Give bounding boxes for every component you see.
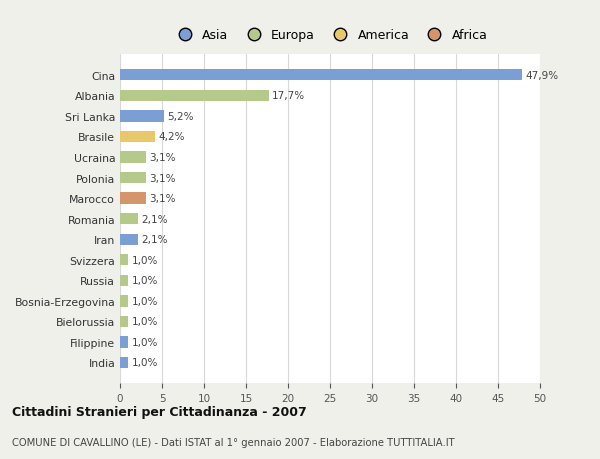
Text: Cittadini Stranieri per Cittadinanza - 2007: Cittadini Stranieri per Cittadinanza - 2… [12,405,307,419]
Bar [120,255,128,266]
Text: 1,0%: 1,0% [132,255,158,265]
Text: 1,0%: 1,0% [132,276,158,285]
Text: COMUNE DI CAVALLINO (LE) - Dati ISTAT al 1° gennaio 2007 - Elaborazione TUTTITAL: COMUNE DI CAVALLINO (LE) - Dati ISTAT al… [12,437,455,447]
Bar [120,90,269,102]
Bar [120,275,128,286]
Bar [120,193,146,204]
Text: 2,1%: 2,1% [141,214,167,224]
Text: 3,1%: 3,1% [149,153,176,162]
Bar [120,111,164,122]
Bar [120,316,128,327]
Text: 2,1%: 2,1% [141,235,167,245]
Text: 1,0%: 1,0% [132,317,158,327]
Text: 17,7%: 17,7% [272,91,305,101]
Text: 5,2%: 5,2% [167,112,194,122]
Bar [120,296,128,307]
Bar [120,132,155,143]
Text: 1,0%: 1,0% [132,337,158,347]
Text: 1,0%: 1,0% [132,296,158,306]
Bar [120,357,128,368]
Text: 47,9%: 47,9% [526,71,559,81]
Bar [120,70,523,81]
Legend: Asia, Europa, America, Africa: Asia, Europa, America, Africa [169,25,491,46]
Text: 3,1%: 3,1% [149,194,176,204]
Bar [120,173,146,184]
Text: 3,1%: 3,1% [149,173,176,183]
Text: 1,0%: 1,0% [132,358,158,368]
Bar [120,234,137,245]
Bar [120,213,137,225]
Bar [120,336,128,348]
Bar [120,152,146,163]
Text: 4,2%: 4,2% [158,132,185,142]
